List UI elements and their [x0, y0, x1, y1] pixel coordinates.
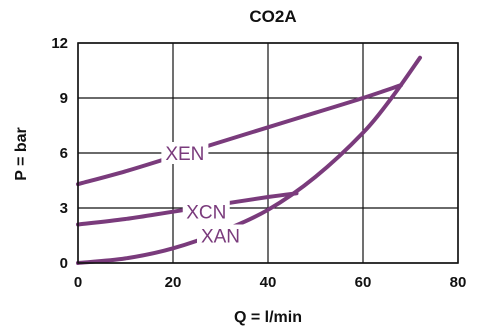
series-labels: XEN XCN XAN [161, 142, 244, 248]
x-axis-label: Q = l/min [234, 309, 302, 326]
series-label-xcn: XCN [186, 203, 226, 224]
series-lines [76, 55, 422, 265]
y-tick-label: 3 [60, 200, 68, 217]
y-tick-label: 9 [60, 90, 68, 107]
series-line-xan [76, 55, 422, 265]
series-line-xen [76, 83, 403, 187]
x-tick-label: 60 [355, 274, 372, 291]
grid [77, 42, 459, 264]
x-tick-label: 0 [74, 274, 82, 291]
series-label-backdrop [182, 200, 230, 223]
tick-labels: 0 20 40 60 80 0 3 6 9 12 [51, 35, 466, 291]
series-label-backdrop [197, 224, 244, 247]
x-tick-label: 20 [165, 274, 182, 291]
series-label-xan: XAN [201, 227, 240, 248]
x-tick-label: 80 [450, 274, 467, 291]
y-axis-label: P = bar [13, 127, 30, 181]
plot-frame [77, 42, 459, 264]
y-tick-label: 12 [51, 35, 68, 52]
y-tick-label: 6 [60, 145, 68, 162]
y-tick-label: 0 [60, 255, 68, 272]
chart-title: CO2A [249, 7, 296, 26]
x-tick-label: 40 [260, 274, 277, 291]
series-label-backdrop [161, 142, 209, 164]
series-label-xen: XEN [165, 144, 204, 165]
